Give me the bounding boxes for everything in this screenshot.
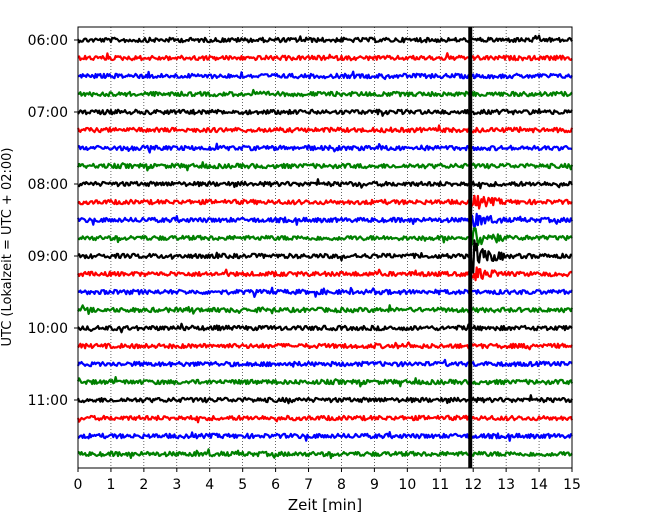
trace-line [77,178,573,190]
trace-line [76,212,574,229]
trace-line [77,52,573,62]
x-tick-label: 11 [431,477,449,493]
x-tick-label: 15 [563,477,581,493]
x-tick-label: 8 [337,477,346,493]
y-tick-label: 11:00 [28,393,68,409]
x-tick-label: 9 [370,477,379,493]
trace-line [77,286,573,298]
trace-line [76,394,574,405]
trace-line [77,448,573,460]
y-axis-label: UTC (Lokalzeit = UTC + 02:00) [0,148,15,347]
x-tick-label: 5 [238,477,247,493]
x-tick-label: 2 [139,477,148,493]
x-tick-label: 12 [464,477,482,493]
x-tick-label: 4 [205,477,214,493]
x-tick-label: 6 [271,477,280,493]
trace-line [76,414,574,424]
trace-line [76,161,574,172]
y-tick-label: 10:00 [28,321,68,337]
x-axis: 0 1 2 3 4 5 6 7 8 9 10 11 12 13 14 15 [74,468,581,493]
x-tick-label: 10 [398,477,416,493]
x-tick-label: 1 [106,477,115,493]
trace-line [77,239,573,274]
x-tick-label: 3 [172,477,181,493]
trace-line [76,34,573,44]
trace-line [76,358,573,368]
trace-line [77,194,573,210]
trace-line [77,108,573,117]
trace-line [77,226,573,247]
trace-group [76,27,574,468]
trace-line [77,88,573,98]
x-axis-label: Zeit [min] [288,496,362,514]
y-tick-label: 08:00 [28,177,68,193]
trace-line [77,341,573,351]
trace-line [76,376,574,388]
trace-line [77,70,573,81]
x-tick-label: 0 [74,477,83,493]
x-tick-label: 7 [304,477,313,493]
strong-signal-band [468,27,473,468]
x-tick-label: 14 [530,477,548,493]
trace-line [77,322,573,334]
trace-line [77,431,573,442]
y-tick-label: 09:00 [28,249,68,265]
trace-line [77,266,573,282]
y-tick-label: 07:00 [28,105,68,121]
y-tick-label: 06:00 [28,33,68,49]
y-axis: 06:00 07:00 08:00 09:00 10:00 11:00 [28,33,78,409]
trace-line [77,142,573,154]
plot-frame [77,26,573,469]
trace-line [76,124,574,134]
x-tick-label: 13 [497,477,515,493]
trace-line [77,304,574,315]
